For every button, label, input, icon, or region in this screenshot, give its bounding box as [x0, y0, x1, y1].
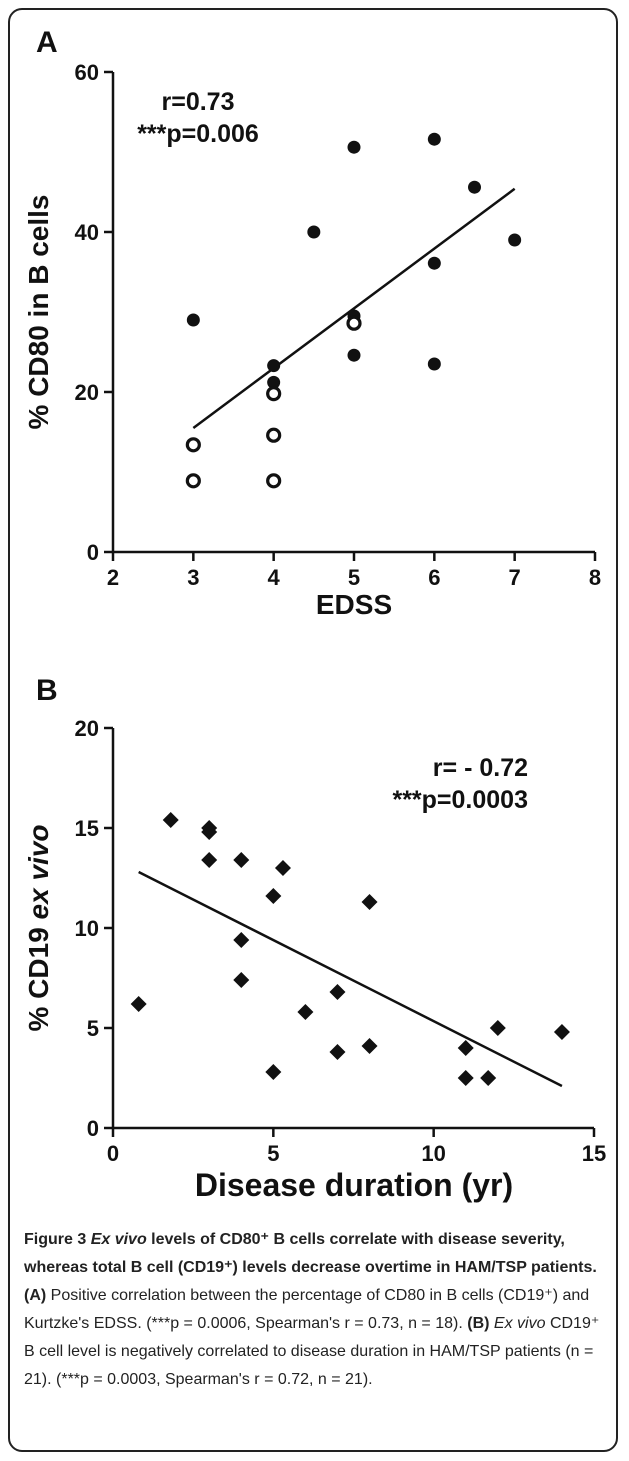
- panel-a-x-axis-title: EDSS: [316, 589, 392, 620]
- data-point-filled: [468, 180, 481, 194]
- panel-b-x-axis-title: Disease duration (yr): [195, 1167, 513, 1203]
- data-point-diamond: [457, 1070, 474, 1086]
- data-point-diamond: [233, 972, 250, 988]
- data-point-open: [266, 473, 282, 489]
- x-tick-label: 3: [187, 565, 199, 590]
- panel-a: A 0 20 40 60 2 3 4 5 6 7 8 EDSS % CD80 in B cells…: [23, 26, 601, 620]
- caption-title-italic: Ex vivo: [90, 1231, 147, 1248]
- y-tick-label: 20: [75, 716, 99, 741]
- data-point-diamond: [480, 1070, 497, 1086]
- data-point-filled: [427, 357, 441, 371]
- panel-b-stat-r: r= - 0.72: [433, 754, 528, 782]
- data-point-diamond: [489, 1020, 506, 1036]
- data-point-diamond: [130, 996, 147, 1012]
- x-tick-label: 15: [582, 1141, 606, 1166]
- caption-b-italic: Ex vivo: [493, 1315, 546, 1332]
- caption-b-label: (B): [467, 1315, 490, 1332]
- data-point-diamond: [361, 1038, 378, 1054]
- y-tick-label: 10: [75, 916, 99, 941]
- data-point-open: [346, 315, 362, 331]
- figure-caption: Figure 3 Ex vivo levels of CD80⁺ B cells…: [24, 1226, 610, 1394]
- panel-a-x-ticks: 2 3 4 5 6 7 8: [107, 552, 601, 590]
- data-point-diamond: [553, 1024, 570, 1040]
- y-tick-label: 0: [87, 1116, 99, 1141]
- data-point-diamond: [233, 852, 250, 868]
- panel-b-y-axis-title-plain: % CD19: [23, 919, 54, 1031]
- y-tick-label: 15: [75, 816, 99, 841]
- y-tick-label: 5: [87, 1016, 99, 1041]
- panel-a-letter: A: [36, 26, 58, 59]
- caption-title-text: levels of CD80⁺ B cells correlate with d…: [24, 1231, 597, 1276]
- panel-a-y-axis-title: % CD80 in B cells: [23, 195, 54, 430]
- caption-a-text: Positive correlation between the percent…: [24, 1287, 590, 1332]
- x-tick-label: 5: [348, 565, 360, 590]
- data-point-filled: [267, 375, 281, 389]
- y-tick-label: 0: [87, 540, 99, 565]
- data-point-diamond: [329, 984, 346, 1000]
- data-point-open: [266, 386, 282, 402]
- data-point-diamond: [201, 824, 218, 840]
- data-point-diamond: [329, 1044, 346, 1060]
- panel-b-y-axis-title-italic: ex vivo: [23, 825, 54, 920]
- x-tick-label: 8: [589, 565, 601, 590]
- data-point-diamond: [297, 1004, 314, 1020]
- figure-charts: A 0 20 40 60 2 3 4 5 6 7 8 EDSS % CD80 in B cells…: [23, 26, 606, 1203]
- panel-b-stat-p: ***p=0.0003: [392, 786, 528, 814]
- caption-b-text: CD19⁺ B cell level is negatively correla…: [24, 1315, 600, 1388]
- data-point-filled: [267, 359, 281, 373]
- x-tick-label: 6: [428, 565, 440, 590]
- panel-b-letter: B: [36, 674, 58, 707]
- data-point-diamond: [274, 860, 291, 876]
- data-point-open: [185, 473, 201, 489]
- panel-a-y-ticks: 0 20 40 60: [75, 60, 113, 565]
- panel-b-x-ticks: 0 5 10 15: [107, 1128, 606, 1166]
- data-point-filled: [427, 256, 441, 270]
- data-point-filled: [347, 348, 361, 362]
- caption-title: Ex vivo levels of CD80⁺ B cells correlat…: [24, 1231, 597, 1276]
- x-tick-label: 4: [268, 565, 281, 590]
- data-point-diamond: [457, 1040, 474, 1056]
- y-tick-label: 60: [75, 60, 99, 85]
- x-tick-label: 7: [509, 565, 521, 590]
- data-point-diamond: [265, 1064, 282, 1080]
- caption-label: Figure 3: [24, 1231, 87, 1248]
- data-point-diamond: [162, 812, 179, 828]
- panel-a-trend-line: [192, 187, 516, 430]
- caption-a-label: (A): [24, 1287, 47, 1304]
- panel-b-y-ticks: 0 5 10 15 20: [75, 716, 113, 1141]
- y-tick-label: 20: [75, 380, 99, 405]
- data-point-filled: [508, 233, 522, 247]
- data-point-diamond: [265, 888, 282, 904]
- data-point-filled: [186, 313, 200, 327]
- data-point-open: [266, 427, 282, 443]
- data-point-filled: [427, 132, 441, 146]
- x-tick-label: 0: [107, 1141, 119, 1166]
- data-point-open: [185, 437, 201, 453]
- panel-a-stat-r: r=0.73: [162, 88, 235, 116]
- x-tick-label: 5: [267, 1141, 279, 1166]
- data-point-diamond: [361, 894, 378, 910]
- panel-b-y-axis-title: % CD19 ex vivo: [23, 825, 54, 1032]
- panel-a-points: [185, 132, 522, 489]
- panel-a-stat-p: ***p=0.006: [137, 120, 259, 148]
- figure-frame: [8, 8, 618, 1452]
- panel-b-points: [130, 812, 570, 1086]
- panel-b-trend-line: [138, 870, 563, 1088]
- data-point-filled: [307, 225, 321, 239]
- y-tick-label: 40: [75, 220, 99, 245]
- x-tick-label: 10: [421, 1141, 445, 1166]
- data-point-diamond: [201, 852, 218, 868]
- x-tick-label: 2: [107, 565, 119, 590]
- data-point-diamond: [233, 932, 250, 948]
- data-point-filled: [347, 140, 361, 154]
